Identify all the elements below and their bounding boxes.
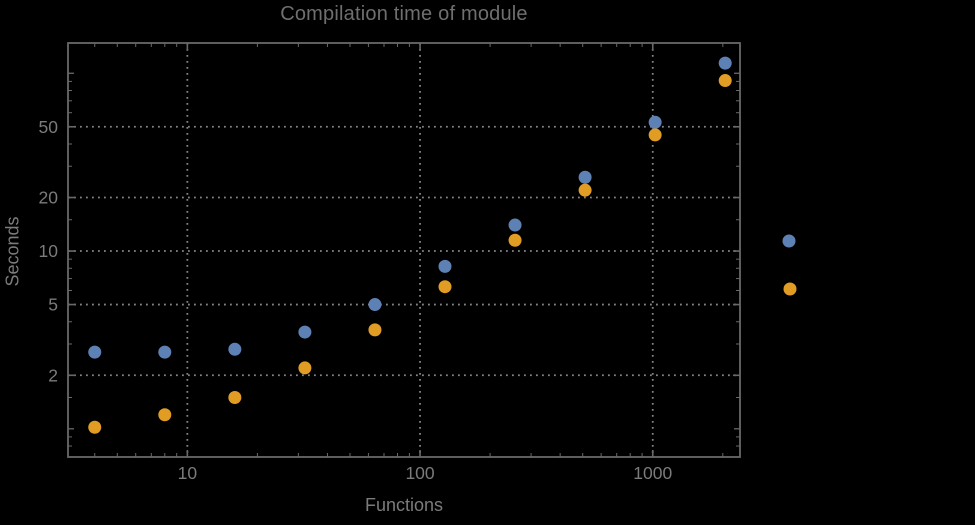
legend-marker-1 bbox=[782, 234, 796, 248]
y-tick-label: 50 bbox=[39, 117, 59, 137]
x-tick-label: 10 bbox=[178, 463, 198, 483]
data-point-series-2-orange bbox=[228, 390, 242, 404]
data-point-series-1-blue bbox=[298, 325, 312, 339]
x-tick-label: 100 bbox=[405, 463, 434, 483]
data-point-series-1-blue bbox=[158, 345, 172, 359]
y-tick-label: 2 bbox=[48, 365, 58, 385]
y-tick-label: 20 bbox=[39, 188, 59, 208]
data-point-series-1-blue bbox=[88, 345, 102, 359]
data-point-series-2-orange bbox=[718, 74, 732, 88]
data-point-series-1-blue bbox=[578, 170, 592, 184]
data-point-series-2-orange bbox=[508, 233, 522, 247]
data-point-series-2-orange bbox=[298, 361, 312, 375]
data-point-series-1-blue bbox=[508, 218, 522, 232]
chart-title: Compilation time of module bbox=[280, 3, 528, 25]
data-point-series-1-blue bbox=[648, 115, 662, 129]
legend-marker-2 bbox=[783, 282, 797, 296]
data-point-series-2-orange bbox=[648, 128, 662, 142]
data-point-series-2-orange bbox=[438, 280, 452, 294]
x-axis-label: Functions bbox=[364, 495, 444, 515]
x-tick-label: 1000 bbox=[633, 463, 672, 483]
data-point-series-2-orange bbox=[368, 323, 382, 337]
data-point-series-1-blue bbox=[228, 342, 242, 356]
y-tick-label: 5 bbox=[48, 295, 58, 315]
plot-frame bbox=[67, 42, 741, 458]
data-point-series-1-blue bbox=[718, 56, 732, 70]
data-point-series-2-orange bbox=[88, 420, 102, 434]
data-point-series-1-blue bbox=[438, 259, 452, 273]
data-point-series-1-blue bbox=[368, 298, 382, 312]
y-tick-label: 10 bbox=[39, 241, 59, 261]
data-point-series-2-orange bbox=[578, 183, 592, 197]
data-point-series-2-orange bbox=[158, 408, 172, 422]
